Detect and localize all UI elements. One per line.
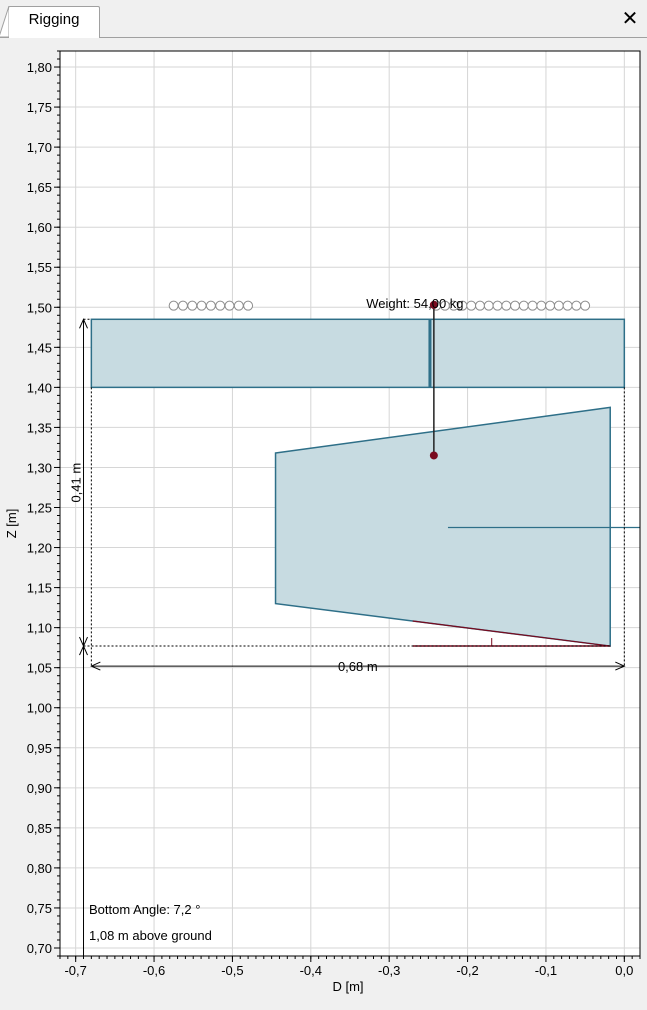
y-tick-label: 1,35	[27, 420, 52, 435]
weight-label: Weight: 54,00 kg	[366, 296, 463, 311]
y-tick-label: 1,80	[27, 60, 52, 75]
arrow-up-icon	[79, 318, 88, 329]
bead	[233, 300, 244, 311]
dimension-height-label: 0,41 m	[69, 463, 84, 503]
bead	[536, 300, 547, 311]
x-tick-label: -0,4	[300, 963, 322, 978]
bead	[510, 300, 521, 311]
bead	[196, 300, 207, 311]
rigging-chart: 1,80 1,75 1,70 1,65 1,60 1,55 1,50 1,45 1,40 1,35…	[0, 38, 647, 1005]
annotation-label: Bottom Angle: 7,2 °	[89, 902, 200, 917]
y-tick-label: 1,15	[27, 581, 52, 596]
bead	[215, 300, 226, 311]
y-tick-label: 0,85	[27, 821, 52, 836]
bead	[466, 300, 477, 311]
y-tick-label: 0,75	[27, 901, 52, 916]
bead	[168, 300, 179, 311]
y-tick-label: 1,00	[27, 701, 52, 716]
y-tick-label: 1,05	[27, 661, 52, 676]
bead	[545, 300, 556, 311]
bead	[562, 300, 573, 311]
bead	[224, 300, 235, 311]
y-tick-label: 1,25	[27, 501, 52, 516]
bead	[527, 300, 538, 311]
bead	[501, 300, 512, 311]
rigging-point[interactable]	[429, 300, 438, 309]
bead	[518, 300, 529, 311]
bead	[243, 300, 254, 311]
close-icon[interactable]: ✕	[621, 8, 639, 30]
x-tick-label: -0,3	[378, 963, 400, 978]
arrow-up-icon	[79, 644, 88, 656]
chart-canvas[interactable]: 1,80 1,75 1,70 1,65 1,60 1,55 1,50 1,45 1,40 1,35…	[0, 38, 647, 1005]
y-axis-title: Z [m]	[4, 509, 19, 539]
y-tick-label: 1,75	[27, 100, 52, 115]
x-tick-label: 0,0	[615, 963, 633, 978]
x-tick-label: -0,5	[221, 963, 243, 978]
y-tick-label: 1,55	[27, 260, 52, 275]
arrow-left-icon	[90, 661, 101, 671]
y-tick-label: 1,65	[27, 180, 52, 195]
bar-rectangle[interactable]	[90, 318, 626, 389]
bead	[187, 300, 198, 311]
y-tick-label: 1,10	[27, 621, 52, 636]
tab-slant	[0, 6, 9, 37]
x-tick-label: -0,2	[456, 963, 478, 978]
x-tick-label: -0,1	[535, 963, 557, 978]
y-tick-label: 1,45	[27, 340, 52, 355]
y-tick-label: 1,60	[27, 220, 52, 235]
x-tick-label: -0,6	[143, 963, 165, 978]
rigging-point[interactable]	[429, 451, 438, 460]
y-tick-label: 0,95	[27, 741, 52, 756]
annotation-label: 1,08 m above ground	[89, 928, 212, 943]
y-tick-label: 1,70	[27, 140, 52, 155]
tab-rigging[interactable]: Rigging	[0, 6, 100, 38]
bead	[492, 300, 503, 311]
bead	[475, 300, 486, 311]
y-tick-label: 1,30	[27, 460, 52, 475]
bead	[177, 300, 188, 311]
bead	[571, 300, 582, 311]
y-tick-label: 1,40	[27, 380, 52, 395]
bead	[483, 300, 494, 311]
y-tick-label: 0,80	[27, 861, 52, 876]
x-tick-label: -0,7	[64, 963, 86, 978]
bead	[580, 300, 591, 311]
tab-label: Rigging	[28, 11, 80, 28]
tab-strip: Rigging ✕	[0, 0, 647, 38]
y-tick-label: 1,50	[27, 300, 52, 315]
bottom-angle-edge	[412, 620, 611, 647]
y-tick-label: 0,70	[27, 941, 52, 956]
bead	[205, 300, 216, 311]
bead	[553, 300, 564, 311]
arrow-right-icon	[615, 661, 626, 671]
y-tick-label: 0,90	[27, 781, 52, 796]
x-axis-title: D [m]	[332, 979, 363, 994]
y-tick-label: 1,20	[27, 541, 52, 556]
dimension-width-label: 0,68 m	[338, 659, 378, 674]
